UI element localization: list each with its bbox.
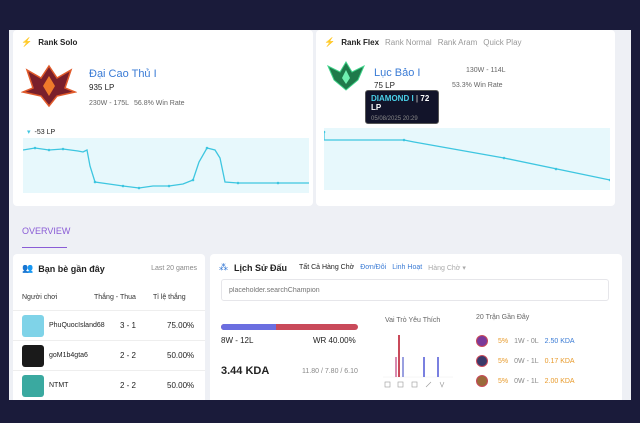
champion-avatar bbox=[476, 375, 488, 387]
rank-solo-header: ⚡ Rank Solo bbox=[21, 37, 77, 48]
friend-name: goM1b4gta6 bbox=[49, 352, 88, 359]
search-champion-input[interactable] bbox=[221, 279, 609, 301]
avatar bbox=[22, 374, 44, 397]
friends-title: Bạn bè gần đây bbox=[38, 263, 105, 274]
solo-rank-name: Đại Cao Thủ I bbox=[89, 68, 157, 80]
recent-pct: 5% bbox=[498, 357, 509, 365]
header-player: Người chơi bbox=[22, 294, 58, 301]
avatar bbox=[22, 314, 44, 337]
history-wl: 8W - 12L bbox=[221, 336, 254, 345]
overview-tab[interactable]: OVERVIEW bbox=[22, 226, 70, 236]
recent-wl: 0W - 1L bbox=[514, 377, 539, 385]
tab-rank-normal[interactable]: Rank Normal bbox=[385, 38, 432, 47]
champion-avatar bbox=[476, 355, 488, 367]
roles-title: Vai Trò Yêu Thích bbox=[385, 317, 441, 324]
header-wl: Thắng - Thua bbox=[94, 294, 136, 301]
lp-tooltip: DIAMOND I | 72 LP 05/08/2025 20:29 bbox=[365, 90, 439, 124]
tab-solo-duo[interactable]: Đơn/Đôi bbox=[360, 264, 387, 271]
friend-record: 2 - 2 bbox=[120, 351, 137, 360]
win-fill bbox=[221, 324, 276, 330]
triangle-down-icon: ▾ bbox=[27, 129, 31, 136]
history-kda-detail: 11.80 / 7.80 / 6.10 bbox=[302, 368, 358, 375]
friend-record: 3 - 1 bbox=[120, 321, 137, 330]
recent-list: 5% 1W - 0L 2.50 KDA 5% 0W - 1L 0.17 KDA … bbox=[476, 331, 616, 391]
flex-lp: 75 LP bbox=[374, 81, 395, 90]
history-title: Lịch Sử Đấu bbox=[234, 262, 288, 273]
flex-winrate: 53.3% Win Rate bbox=[452, 82, 503, 89]
app-frame: ⚡ Rank Solo Đại Cao Thủ I 935 LP 230W - … bbox=[9, 30, 631, 400]
friends-list: PhuQuocIsland68 3 - 1 75.00% goM1b4gta6 … bbox=[13, 310, 205, 400]
friend-name: NTMT bbox=[49, 382, 69, 389]
recent-title: 20 Trận Gần Đây bbox=[476, 314, 530, 321]
avatar bbox=[22, 344, 44, 367]
recent-kda: 0.17 KDA bbox=[544, 357, 575, 365]
overview-underline bbox=[22, 247, 67, 248]
friend-rate: 75.00% bbox=[167, 321, 195, 330]
champion-avatar bbox=[476, 335, 488, 347]
tooltip-date: 05/08/2025 20:29 bbox=[371, 116, 418, 122]
header-winrate: Tỉ lệ thắng bbox=[153, 294, 186, 301]
recent-champion-row[interactable]: 5% 0W - 1L 0.17 KDA bbox=[476, 351, 616, 371]
friends-header: 👥 Bạn bè gần đây bbox=[22, 263, 105, 274]
friend-rate: 50.00% bbox=[167, 351, 195, 360]
bolt-icon: ⚡ bbox=[324, 37, 336, 47]
recent-pct: 5% bbox=[498, 377, 509, 385]
friends-subtitle: Last 20 games bbox=[151, 265, 197, 272]
friend-name: PhuQuocIsland68 bbox=[49, 322, 105, 329]
match-history-card: ⁂ Lịch Sử Đấu Tất Cả Hàng Chờ Đơn/Đôi Li… bbox=[210, 254, 622, 400]
bolt-icon: ⚡ bbox=[21, 37, 33, 47]
grandmaster-emblem-icon bbox=[21, 64, 77, 108]
tab-rank-flex[interactable]: Rank Flex bbox=[341, 38, 380, 47]
chevron-down-icon: ▾ bbox=[462, 264, 466, 272]
solo-chart-legend: ▾ -53 LP bbox=[27, 128, 56, 137]
friend-row[interactable]: PhuQuocIsland68 3 - 1 75.00% bbox=[13, 310, 205, 340]
queue-dropdown[interactable]: Hàng Chờ ▾ bbox=[428, 264, 466, 272]
tab-rank-aram[interactable]: Rank Aram bbox=[437, 38, 478, 47]
tab-flex[interactable]: Linh Hoạt bbox=[392, 264, 423, 271]
rank-flex-tabs: ⚡ Rank Flex Rank Normal Rank Aram Quick … bbox=[324, 37, 522, 48]
solo-lp-delta: -53 LP bbox=[34, 128, 56, 136]
recent-kda: 2.00 KDA bbox=[544, 377, 575, 385]
friend-rate: 50.00% bbox=[167, 381, 195, 390]
tab-quick-play[interactable]: Quick Play bbox=[483, 38, 522, 47]
recent-champion-row[interactable]: 5% 1W - 0L 2.50 KDA bbox=[476, 331, 616, 351]
recent-friends-card: 👥 Bạn bè gần đây Last 20 games Người chơ… bbox=[13, 254, 205, 400]
history-header: ⁂ Lịch Sử Đấu Tất Cả Hàng Chờ Đơn/Đôi Li… bbox=[219, 262, 466, 273]
flex-lp-chart bbox=[324, 128, 610, 190]
history-kda: 3.44 KDA bbox=[221, 365, 270, 377]
solo-lp-chart bbox=[23, 138, 309, 193]
overview-label: OVERVIEW bbox=[22, 226, 71, 236]
wl-bar bbox=[221, 324, 358, 330]
solo-winrate: 56.8% Win Rate bbox=[134, 100, 185, 107]
tab-rank-solo[interactable]: Rank Solo bbox=[38, 38, 78, 47]
rank-solo-card: ⚡ Rank Solo Đại Cao Thủ I 935 LP 230W - … bbox=[13, 30, 313, 206]
queue-dropdown-label: Hàng Chờ bbox=[428, 264, 461, 272]
recent-wl: 0W - 1L bbox=[514, 357, 539, 365]
flex-record: 130W - 114L bbox=[466, 67, 506, 74]
friend-record: 2 - 2 bbox=[120, 381, 137, 390]
recent-champion-row[interactable]: 5% 0W - 1L 2.00 KDA bbox=[476, 371, 616, 391]
tooltip-rank: DIAMOND I bbox=[371, 94, 414, 103]
tooltip-lp: 72 LP bbox=[371, 94, 430, 112]
tab-all-queues[interactable]: Tất Cả Hàng Chờ bbox=[299, 264, 355, 271]
recent-kda: 2.50 KDA bbox=[544, 337, 575, 345]
solo-record: 230W - 175L bbox=[89, 100, 130, 107]
recent-pct: 5% bbox=[498, 337, 509, 345]
history-wr: WR 40.00% bbox=[313, 336, 356, 345]
rank-flex-card: ⚡ Rank Flex Rank Normal Rank Aram Quick … bbox=[316, 30, 615, 206]
emerald-emblem-icon bbox=[327, 61, 365, 91]
recent-wl: 1W - 0L bbox=[514, 337, 539, 345]
solo-lp: 935 LP bbox=[89, 83, 115, 92]
friend-row[interactable]: goM1b4gta6 2 - 2 50.00% bbox=[13, 340, 205, 370]
friend-row[interactable]: NTMT 2 - 2 50.00% bbox=[13, 370, 205, 400]
history-icon: ⁂ bbox=[219, 262, 228, 272]
users-icon: 👥 bbox=[22, 263, 34, 273]
roles-bar-chart bbox=[383, 335, 453, 388]
flex-rank-name: Lục Bảo I bbox=[374, 67, 421, 79]
